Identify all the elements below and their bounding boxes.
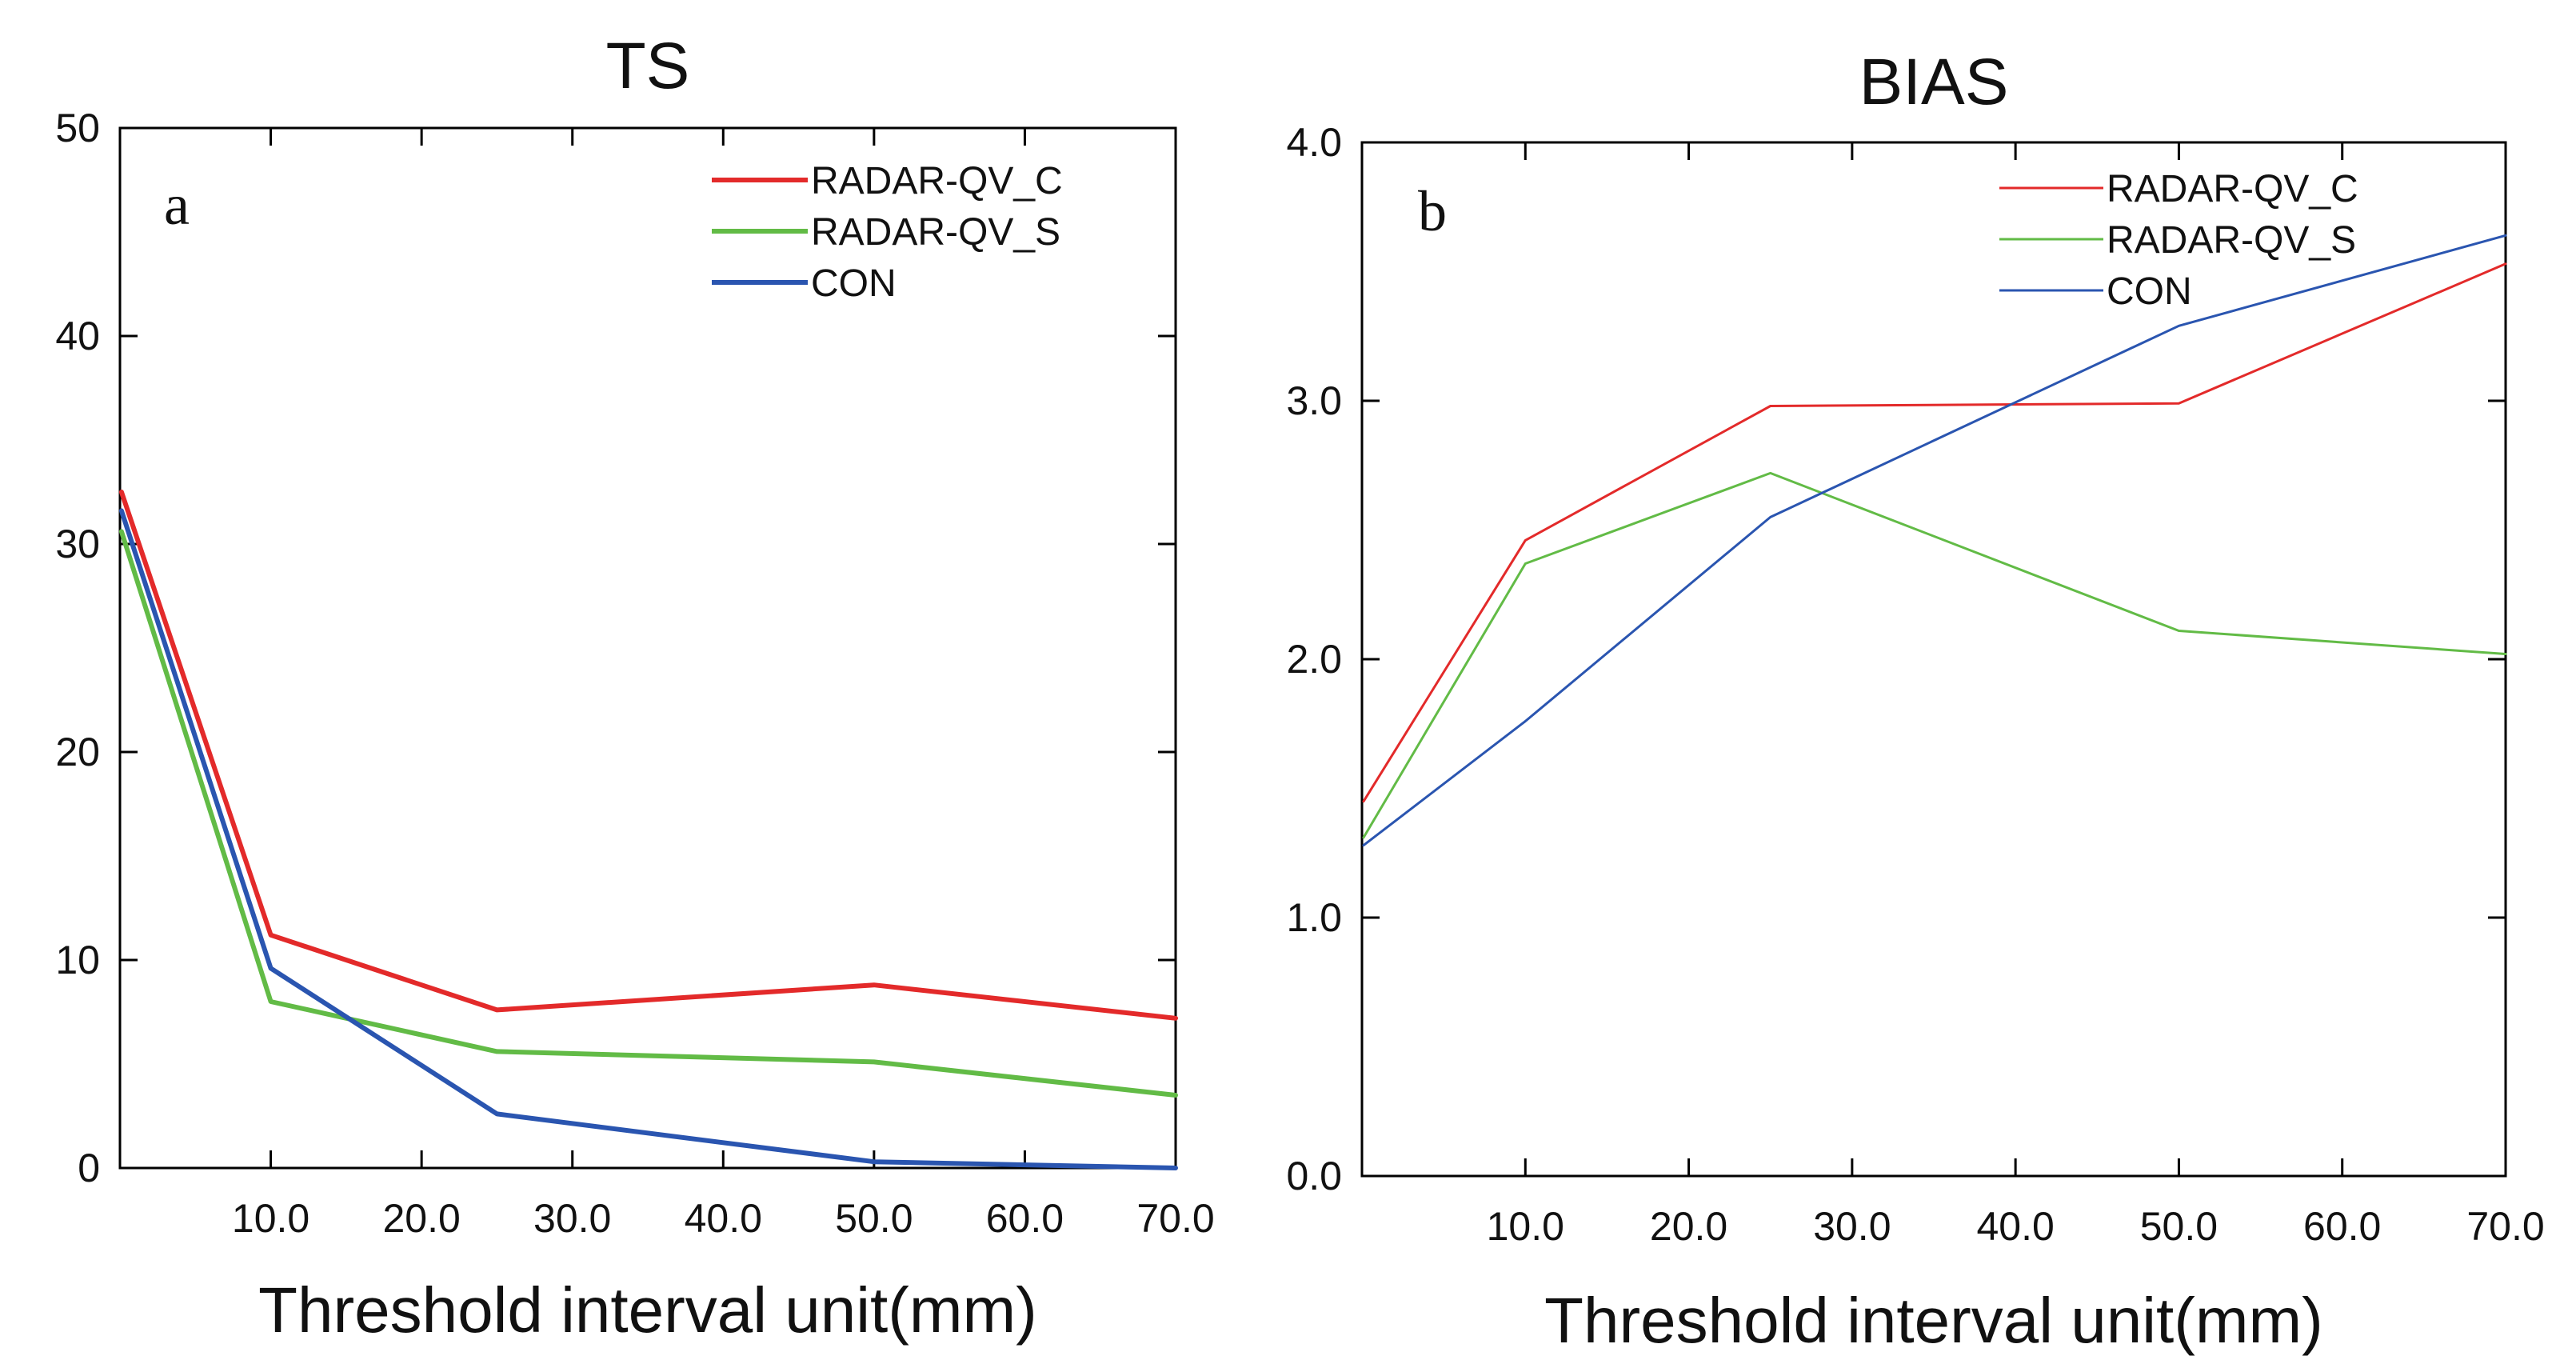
y-tick-label: 2.0	[1286, 637, 1342, 682]
series-line-radar-qv-s	[118, 529, 1178, 1098]
x-tick-label: 70.0	[2466, 1204, 2544, 1249]
panel-letter: a	[164, 173, 190, 237]
series-line-radar-qv-c	[118, 490, 1178, 1021]
panel-letter: b	[1418, 179, 1447, 243]
x-tick-label: 10.0	[232, 1196, 310, 1241]
y-tick-label: 50	[55, 106, 100, 150]
chart-title: TS	[606, 30, 690, 102]
x-tick-label: 20.0	[1650, 1204, 1727, 1249]
x-axis-label: Threshold interval unit(mm)	[258, 1274, 1037, 1346]
y-tick-label: 30	[55, 522, 100, 566]
x-tick-label: 70.0	[1136, 1196, 1214, 1241]
panel-bias: BIAS b 10.0 20.0 30.0 40.0 50.0 60.0 70.0 0.0 1.0 2…	[1286, 46, 2544, 1356]
panel-ts: TS a 10.0 20.0 30.0 40.0 50.0 60.0 70.0 0 10 20 30 40…	[55, 30, 1214, 1346]
y-tick-label: 4.0	[1286, 120, 1342, 165]
x-tick-label: 50.0	[835, 1196, 913, 1241]
series-line-radar-qv-c	[1362, 262, 2507, 803]
legend-label: CON	[811, 262, 897, 305]
x-tick-label: 40.0	[1976, 1204, 2054, 1249]
plot-frame	[118, 126, 1177, 1170]
y-tick-label: 20	[55, 730, 100, 774]
x-tick-label: 40.0	[685, 1196, 762, 1241]
legend-label: CON	[2107, 270, 2192, 313]
x-tick-label: 30.0	[533, 1196, 611, 1241]
legend-label: RADAR-QV_S	[811, 211, 1060, 254]
series-line-radar-qv-s	[1362, 471, 2507, 839]
y-tick-label: 40	[55, 314, 100, 358]
series-line-con	[118, 508, 1178, 1170]
x-axis-label: Threshold interval unit(mm)	[1544, 1285, 2323, 1356]
legend-label: RADAR-QV_C	[2107, 168, 2358, 210]
y-tick-label: 3.0	[1286, 378, 1342, 423]
x-tick-label: 10.0	[1487, 1204, 1564, 1249]
chart-title: BIAS	[1859, 46, 2009, 118]
x-tick-label: 30.0	[1813, 1204, 1891, 1249]
x-tick-label: 20.0	[382, 1196, 460, 1241]
x-tick-label: 50.0	[2140, 1204, 2218, 1249]
y-tick-label: 0.0	[1286, 1154, 1342, 1198]
series-line-con	[1362, 234, 2507, 847]
x-tick-label: 60.0	[2303, 1204, 2381, 1249]
x-tick-label: 60.0	[986, 1196, 1064, 1241]
y-tick-label: 10	[55, 938, 100, 982]
legend-label: RADAR-QV_S	[2107, 219, 2356, 262]
legend-label: RADAR-QV_C	[811, 160, 1063, 202]
y-tick-label: 1.0	[1286, 895, 1342, 940]
y-tick-label: 0	[78, 1146, 100, 1190]
